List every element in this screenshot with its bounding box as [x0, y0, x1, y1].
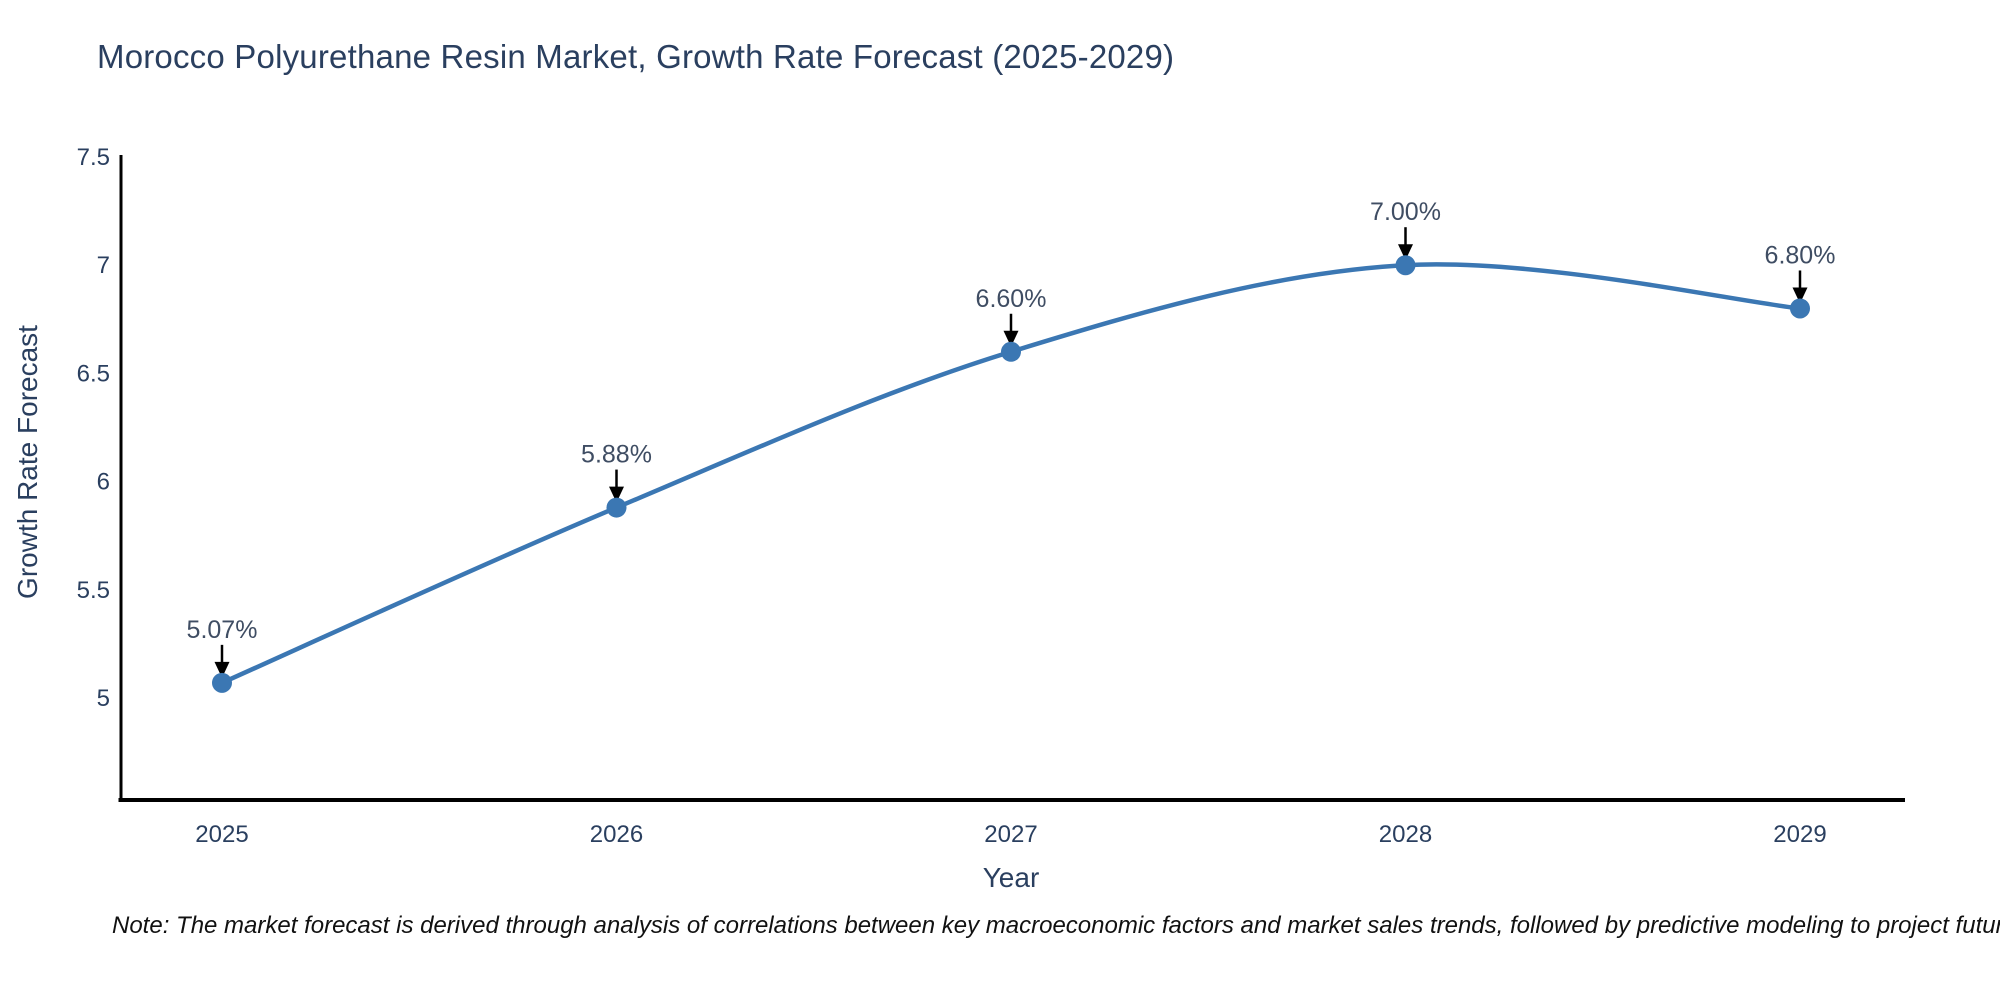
y-axis-title: Growth Rate Forecast	[12, 325, 43, 599]
y-tick-label: 7	[97, 252, 110, 279]
y-tick-label: 6.5	[77, 360, 110, 387]
x-tick-label: 2028	[1379, 821, 1432, 848]
annotation-arrowhead	[1003, 330, 1019, 347]
y-tick-label: 6	[97, 469, 110, 496]
annotation-arrowhead	[1398, 244, 1413, 261]
data-point-marker[interactable]	[212, 672, 232, 693]
point-value-label: 5.88%	[581, 441, 652, 469]
chart-title: Morocco Polyurethane Resin Market, Growt…	[97, 38, 1175, 75]
y-tick-label: 7.5	[77, 144, 110, 171]
data-point-marker[interactable]	[1395, 255, 1416, 276]
y-tick-label: 5	[97, 685, 110, 712]
point-value-label: 6.80%	[1765, 241, 1836, 269]
point-value-label: 7.00%	[1370, 198, 1441, 226]
data-point-marker[interactable]	[1790, 298, 1810, 319]
x-tick-label: 2025	[195, 821, 248, 848]
x-tick-label: 2027	[984, 821, 1037, 848]
annotation-arrowhead	[609, 486, 624, 503]
point-value-label: 6.60%	[976, 285, 1047, 313]
annotation-arrowhead	[214, 661, 230, 678]
data-point-marker[interactable]	[1001, 341, 1021, 362]
point-value-label: 5.07%	[187, 616, 258, 644]
y-tick-label: 5.5	[77, 577, 110, 604]
x-tick-label: 2026	[590, 821, 643, 848]
footnote-text: Note: The market forecast is derived thr…	[112, 912, 2000, 939]
data-point-marker[interactable]	[606, 497, 627, 518]
x-axis-title: Year	[982, 862, 1040, 893]
annotation-arrowhead	[1792, 287, 1808, 304]
x-tick-label: 2029	[1773, 821, 1826, 848]
